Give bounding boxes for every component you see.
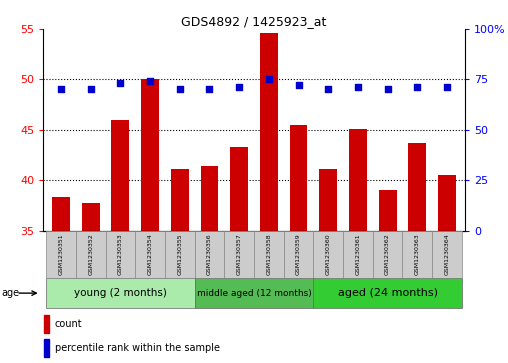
Point — [146, 78, 154, 84]
Text: GSM1230353: GSM1230353 — [118, 233, 123, 275]
Point — [205, 86, 213, 92]
Text: GSM1230354: GSM1230354 — [148, 233, 152, 275]
Bar — [349, 129, 367, 231]
FancyBboxPatch shape — [343, 231, 373, 278]
Bar — [44, 339, 49, 357]
Bar — [141, 79, 159, 231]
Text: GSM1230363: GSM1230363 — [415, 233, 420, 275]
Text: GSM1230359: GSM1230359 — [296, 233, 301, 275]
Point — [116, 81, 124, 86]
Point — [324, 86, 332, 92]
Bar — [201, 166, 218, 231]
FancyBboxPatch shape — [165, 231, 195, 278]
Text: percentile rank within the sample: percentile rank within the sample — [54, 343, 219, 353]
FancyBboxPatch shape — [373, 231, 402, 278]
Point — [354, 85, 362, 90]
Bar — [230, 147, 248, 231]
FancyBboxPatch shape — [46, 231, 76, 278]
Text: aged (24 months): aged (24 months) — [338, 288, 437, 298]
FancyBboxPatch shape — [195, 278, 313, 308]
Point — [265, 77, 273, 82]
Bar — [408, 143, 426, 231]
Text: GSM1230361: GSM1230361 — [356, 233, 360, 275]
Point — [443, 85, 451, 90]
FancyBboxPatch shape — [106, 231, 135, 278]
Bar — [52, 197, 70, 231]
FancyBboxPatch shape — [46, 278, 195, 308]
Bar — [171, 169, 188, 231]
Point — [384, 86, 392, 92]
Title: GDS4892 / 1425923_at: GDS4892 / 1425923_at — [181, 15, 327, 28]
FancyBboxPatch shape — [313, 278, 462, 308]
Bar — [290, 125, 307, 231]
FancyBboxPatch shape — [135, 231, 165, 278]
Point — [235, 85, 243, 90]
Point — [57, 86, 65, 92]
FancyBboxPatch shape — [254, 231, 283, 278]
Text: GSM1230358: GSM1230358 — [266, 233, 271, 275]
Bar — [320, 169, 337, 231]
FancyBboxPatch shape — [195, 231, 225, 278]
Bar — [438, 175, 456, 231]
FancyBboxPatch shape — [225, 231, 254, 278]
FancyBboxPatch shape — [313, 231, 343, 278]
FancyBboxPatch shape — [402, 231, 432, 278]
Text: GSM1230351: GSM1230351 — [58, 233, 64, 275]
Text: age: age — [1, 288, 19, 298]
FancyBboxPatch shape — [283, 231, 313, 278]
Text: middle aged (12 months): middle aged (12 months) — [197, 289, 311, 298]
Point — [87, 86, 95, 92]
Text: GSM1230364: GSM1230364 — [444, 233, 450, 275]
Text: GSM1230362: GSM1230362 — [385, 233, 390, 275]
Text: GSM1230360: GSM1230360 — [326, 233, 331, 275]
Text: GSM1230357: GSM1230357 — [237, 233, 242, 275]
Bar — [378, 190, 397, 231]
Bar — [44, 315, 49, 333]
Bar — [260, 33, 278, 231]
Text: young (2 months): young (2 months) — [74, 288, 167, 298]
Point — [413, 85, 421, 90]
Text: GSM1230356: GSM1230356 — [207, 233, 212, 275]
Text: GSM1230355: GSM1230355 — [177, 233, 182, 275]
Text: count: count — [54, 319, 82, 330]
FancyBboxPatch shape — [432, 231, 462, 278]
Bar — [82, 203, 100, 231]
Point — [176, 86, 184, 92]
Bar — [111, 120, 130, 231]
Point — [295, 82, 303, 88]
Text: GSM1230352: GSM1230352 — [88, 233, 93, 275]
FancyBboxPatch shape — [76, 231, 106, 278]
